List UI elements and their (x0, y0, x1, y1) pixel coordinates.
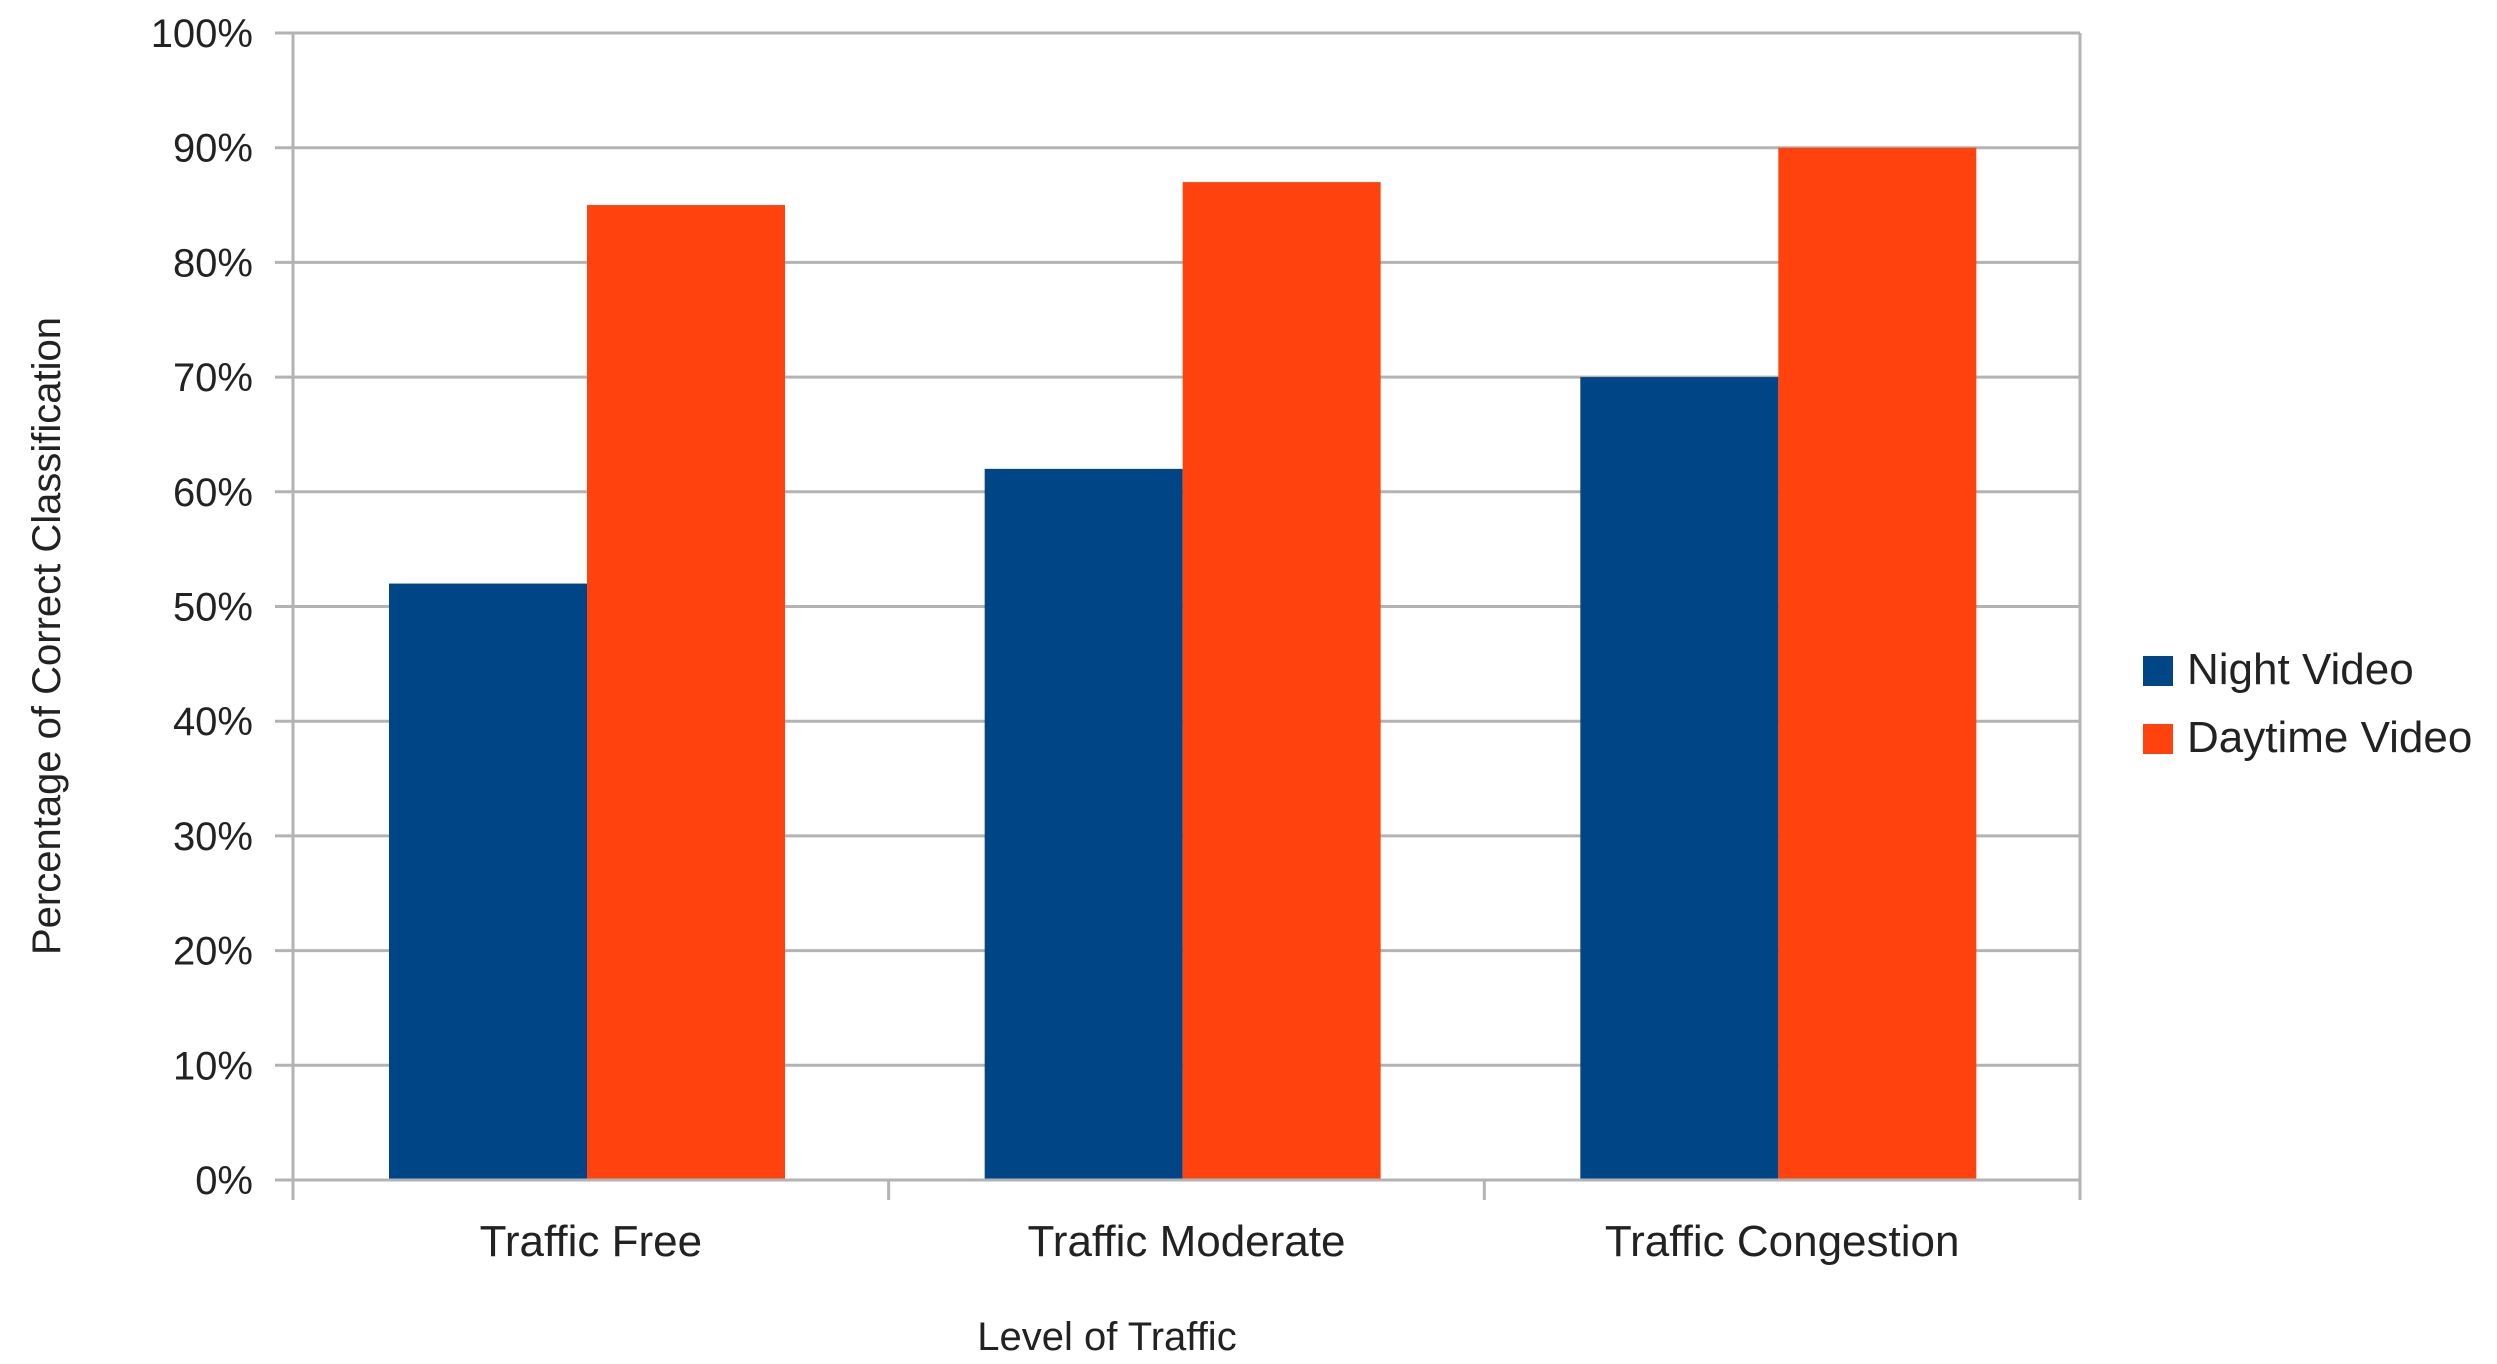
y-tick-label: 50% (173, 586, 253, 630)
y-tick-label: 80% (173, 241, 253, 285)
bar-daytime-video-2 (1182, 182, 1381, 1181)
legend: Night Video Daytime Video (2143, 645, 2472, 762)
y-tick-label: 60% (173, 471, 253, 515)
x-tick-label: Traffic Congestion (1605, 1217, 1960, 1266)
bar-night-video-2 (984, 468, 1183, 1180)
y-axis-title: Percentage of Correct Classification (25, 317, 69, 955)
legend-swatch (2143, 656, 2173, 686)
x-tick-label: Traffic Moderate (1028, 1217, 1346, 1266)
legend-swatch (2143, 724, 2173, 754)
legend-label: Night Video (2187, 645, 2414, 694)
y-tick-label: 90% (173, 127, 253, 171)
y-tick-label: 10% (173, 1044, 253, 1088)
bar-night-video-3 (1580, 377, 1779, 1181)
y-tick-label: 30% (173, 815, 253, 859)
legend-label: Daytime Video (2187, 713, 2472, 762)
y-tick-label: 70% (173, 356, 253, 400)
y-tick-label: 0% (195, 1159, 253, 1203)
bar-night-video-1 (389, 583, 587, 1180)
x-tick-label: Traffic Free (480, 1217, 703, 1266)
y-tick-label: 100% (151, 12, 253, 56)
bar-daytime-video-1 (587, 205, 785, 1181)
y-tick-label: 20% (173, 930, 253, 974)
y-tick-label: 40% (173, 700, 253, 744)
bar-daytime-video-3 (1778, 147, 1977, 1181)
axes (291, 31, 2082, 1200)
x-tick-labels: Traffic Free Traffic Moderate Traffic Cong… (480, 1217, 1960, 1266)
bars (389, 147, 1977, 1181)
x-axis-title: Level of Traffic (977, 1315, 1236, 1359)
y-tick-labels: 0% 10% 20% 30% 40% 50% 60% 70% 80% 90% 100% (151, 12, 253, 1203)
